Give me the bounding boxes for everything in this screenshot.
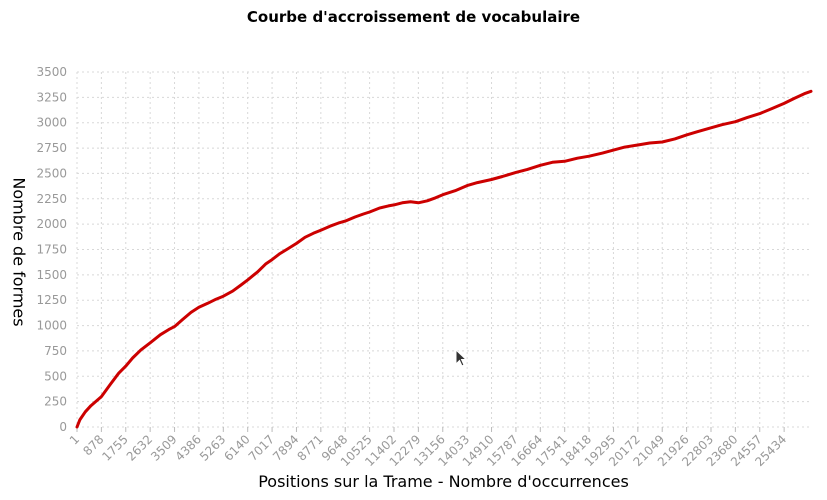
y-tick-label: 750 xyxy=(44,344,67,358)
x-tick-label: 5263 xyxy=(197,432,228,463)
y-tick-label: 500 xyxy=(44,369,67,383)
x-axis-label: Positions sur la Trame - Nombre d'occurr… xyxy=(258,472,629,491)
y-tick-label: 2250 xyxy=(36,192,67,206)
y-tick-label: 1750 xyxy=(36,243,67,257)
y-tick-label: 1000 xyxy=(36,319,67,333)
x-tick-label: 1755 xyxy=(99,432,130,463)
mouse-pointer-icon xyxy=(455,349,468,367)
x-tick-label: 7017 xyxy=(246,432,277,463)
x-tick-label: 7894 xyxy=(270,432,301,463)
x-tick-label: 6140 xyxy=(221,432,252,463)
series-line xyxy=(75,89,813,429)
y-tick-label: 1500 xyxy=(36,268,67,282)
y-tick-label: 2500 xyxy=(36,166,67,180)
y-tick-label: 250 xyxy=(44,395,67,409)
x-tick-label: 3509 xyxy=(148,432,179,463)
y-tick-label: 2750 xyxy=(36,141,67,155)
x-tick-label: 8771 xyxy=(294,432,325,463)
y-tick-label: 0 xyxy=(59,420,67,434)
y-axis-label: Nombre de formes xyxy=(9,177,29,327)
x-tick-label: 4386 xyxy=(173,432,204,463)
x-tick-label: 1 xyxy=(67,432,82,447)
y-tick-label: 3250 xyxy=(36,90,67,104)
y-tick-label: 2000 xyxy=(36,217,67,231)
x-tick-label: 2632 xyxy=(124,432,155,463)
y-tick-label: 3000 xyxy=(36,116,67,130)
chart-title: Courbe d'accroissement de vocabulaire xyxy=(246,8,581,26)
y-tick-label: 3500 xyxy=(36,65,67,79)
y-tick-label: 1250 xyxy=(36,293,67,307)
